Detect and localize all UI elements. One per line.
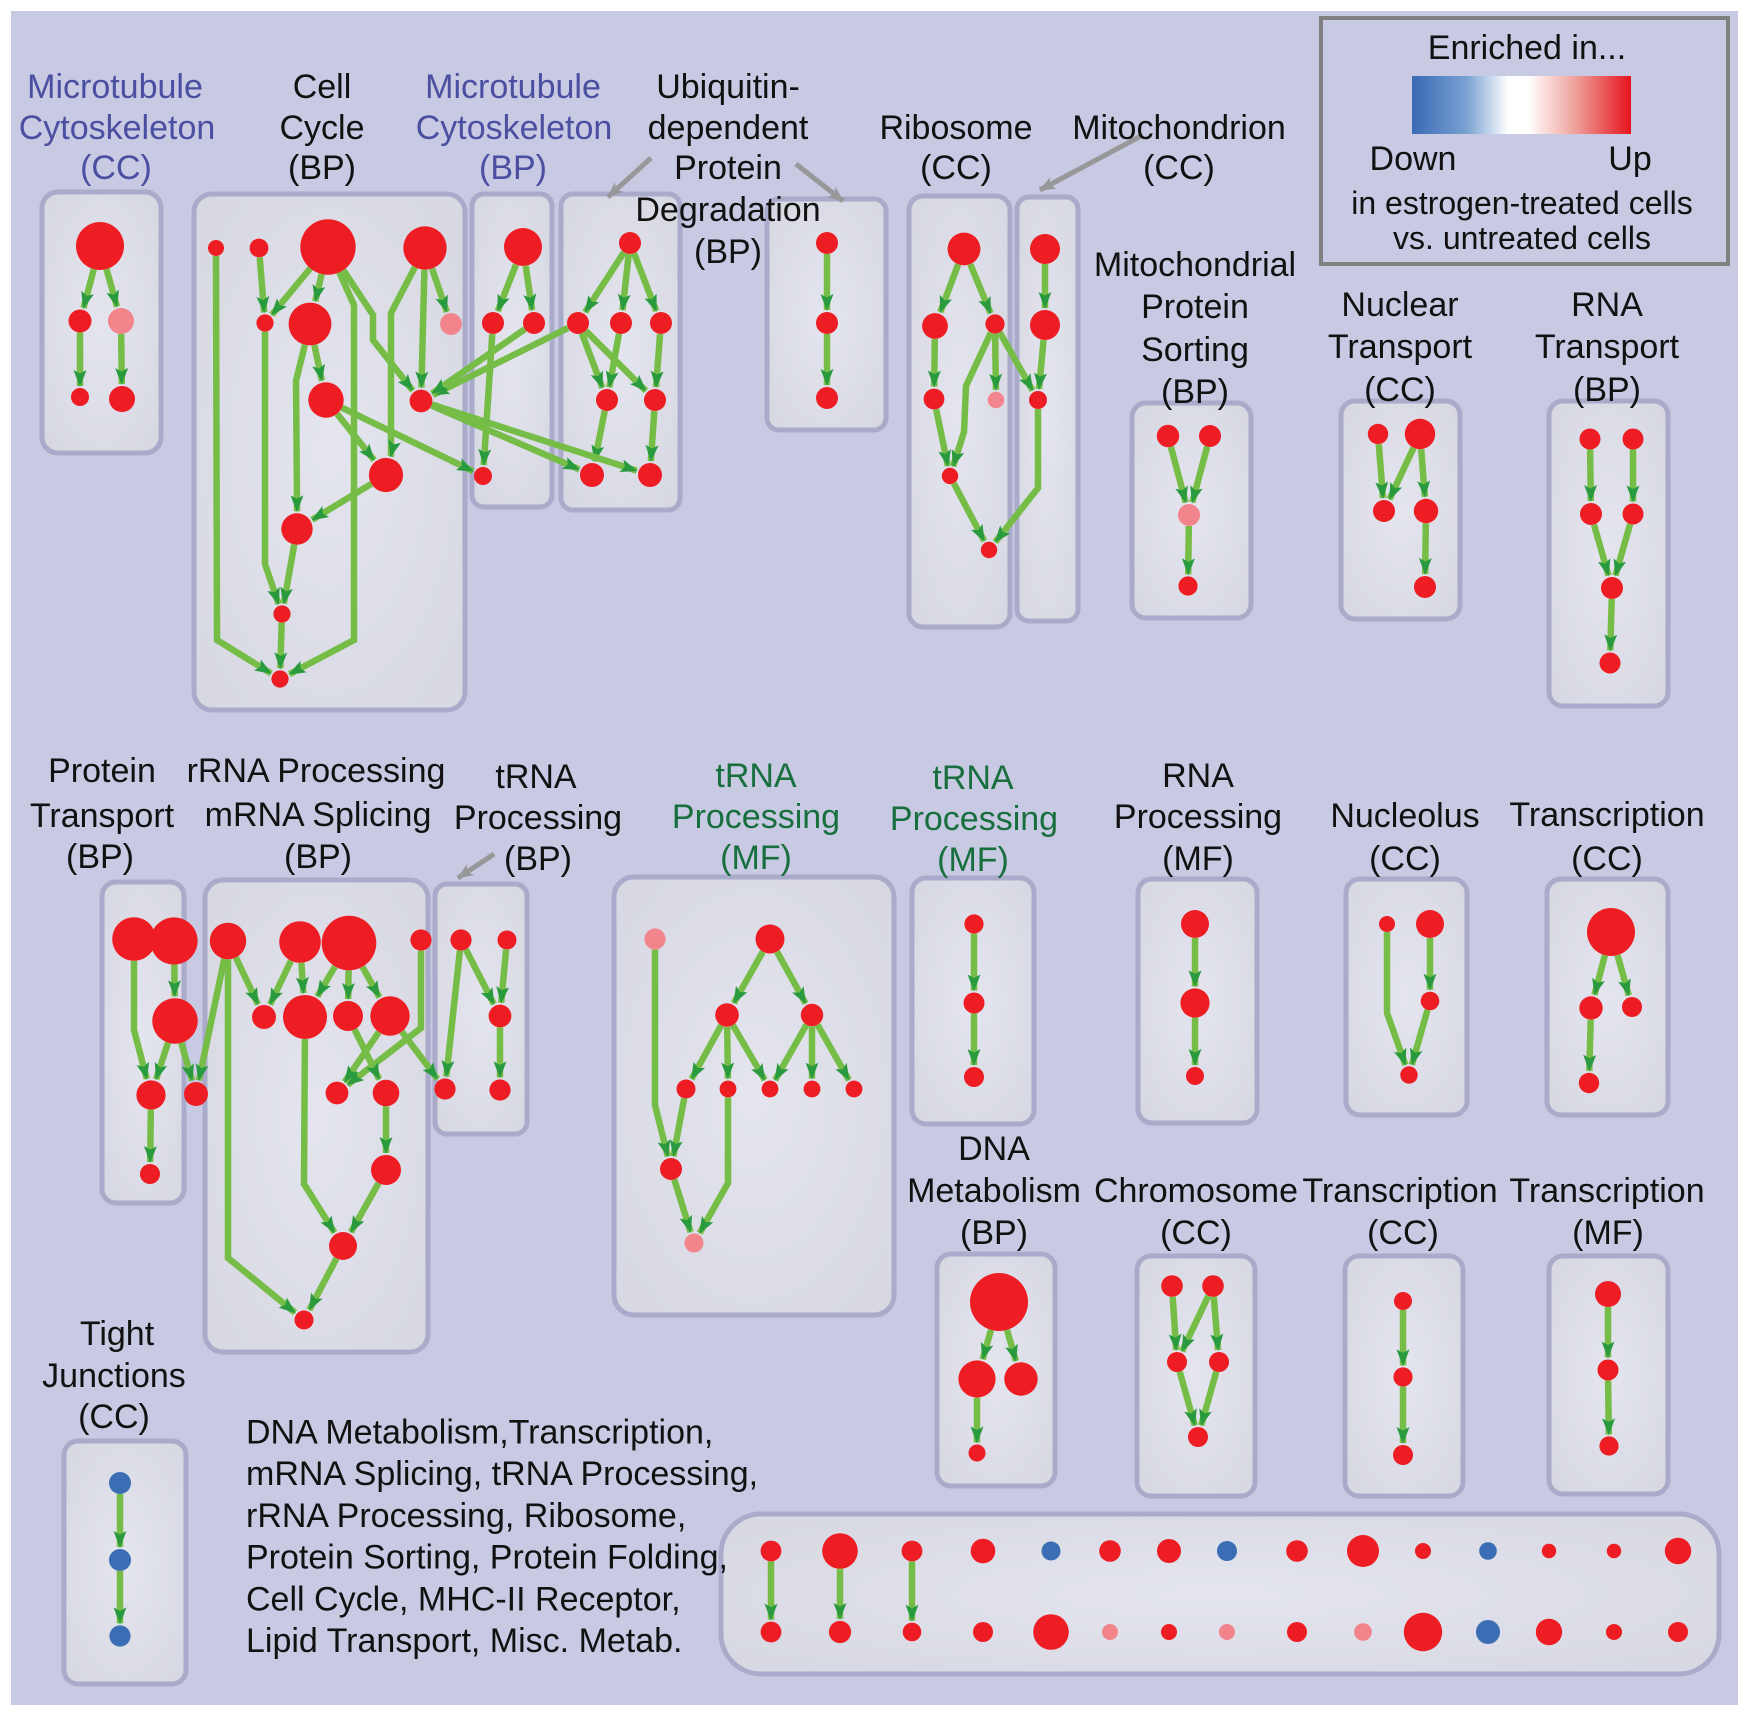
svg-text:Transport: Transport: [1535, 328, 1680, 366]
svg-text:(CC): (CC): [1364, 371, 1436, 409]
svg-text:Nucleolus: Nucleolus: [1330, 797, 1479, 835]
svg-text:Cytoskeleton: Cytoskeleton: [19, 109, 216, 147]
svg-text:(CC): (CC): [920, 149, 992, 187]
svg-text:(BP): (BP): [284, 838, 352, 876]
svg-text:Sorting: Sorting: [1141, 331, 1249, 369]
svg-text:(CC): (CC): [80, 149, 152, 187]
svg-text:Processing: Processing: [1114, 798, 1282, 836]
svg-text:rRNA Processing: rRNA Processing: [187, 752, 446, 790]
svg-text:DNA: DNA: [958, 1130, 1030, 1168]
svg-text:Down: Down: [1370, 140, 1457, 178]
svg-text:(MF): (MF): [937, 841, 1009, 879]
svg-text:(CC): (CC): [1160, 1214, 1232, 1252]
svg-text:vs. untreated cells: vs. untreated cells: [1393, 220, 1651, 256]
svg-text:Chromosome: Chromosome: [1094, 1172, 1298, 1210]
svg-text:Protein: Protein: [674, 149, 782, 187]
svg-text:Cycle: Cycle: [279, 109, 364, 147]
svg-text:Enriched in...: Enriched in...: [1428, 29, 1626, 67]
svg-text:Ribosome: Ribosome: [879, 109, 1032, 147]
svg-text:(CC): (CC): [78, 1398, 150, 1436]
svg-text:mRNA Splicing: mRNA Splicing: [205, 796, 432, 834]
svg-text:Transcription: Transcription: [1302, 1172, 1497, 1210]
svg-text:Transport: Transport: [30, 797, 175, 835]
svg-text:RNA: RNA: [1162, 757, 1234, 795]
svg-text:(MF): (MF): [1162, 840, 1234, 878]
svg-text:Microtubule: Microtubule: [27, 68, 203, 106]
svg-text:Cytoskeleton: Cytoskeleton: [416, 109, 613, 147]
svg-text:Up: Up: [1608, 140, 1651, 178]
svg-text:(BP): (BP): [504, 840, 572, 878]
svg-text:(BP): (BP): [479, 149, 547, 187]
svg-text:Degradation: Degradation: [635, 191, 820, 229]
svg-text:DNA Metabolism,Transcription,: DNA Metabolism,Transcription,: [246, 1414, 713, 1452]
svg-text:Nuclear: Nuclear: [1341, 286, 1458, 324]
svg-text:(BP): (BP): [66, 838, 134, 876]
svg-text:(BP): (BP): [694, 233, 762, 271]
svg-text:(BP): (BP): [1573, 371, 1641, 409]
svg-text:(MF): (MF): [720, 839, 792, 877]
svg-text:(BP): (BP): [288, 149, 356, 187]
svg-text:Junctions: Junctions: [42, 1357, 186, 1395]
svg-text:rRNA Processing, Ribosome,: rRNA Processing, Ribosome,: [246, 1497, 686, 1535]
svg-text:in estrogen-treated cells: in estrogen-treated cells: [1351, 185, 1693, 221]
svg-text:(CC): (CC): [1143, 149, 1215, 187]
svg-text:(BP): (BP): [960, 1214, 1028, 1252]
svg-text:Transport: Transport: [1328, 328, 1473, 366]
svg-text:(BP): (BP): [1161, 373, 1229, 411]
svg-text:Mitochondrion: Mitochondrion: [1072, 109, 1286, 147]
svg-text:Cell Cycle, MHC-II Receptor,: Cell Cycle, MHC-II Receptor,: [246, 1580, 681, 1618]
svg-text:tRNA: tRNA: [715, 757, 797, 795]
svg-text:Processing: Processing: [454, 799, 622, 837]
svg-text:Cell: Cell: [293, 68, 352, 106]
svg-text:Metabolism: Metabolism: [907, 1172, 1081, 1210]
svg-text:tRNA: tRNA: [932, 759, 1014, 797]
svg-text:(CC): (CC): [1367, 1214, 1439, 1252]
svg-text:Processing: Processing: [672, 798, 840, 836]
svg-text:mRNA Splicing, tRNA Processing: mRNA Splicing, tRNA Processing,: [246, 1455, 758, 1493]
svg-text:(CC): (CC): [1571, 840, 1643, 878]
svg-text:Lipid Transport, Misc. Metab.: Lipid Transport, Misc. Metab.: [246, 1622, 683, 1660]
svg-text:Protein Sorting, Protein Foldi: Protein Sorting, Protein Folding,: [246, 1539, 728, 1577]
svg-text:Ubiquitin-: Ubiquitin-: [656, 68, 800, 106]
svg-text:Microtubule: Microtubule: [425, 68, 601, 106]
svg-text:Mitochondrial: Mitochondrial: [1094, 246, 1296, 284]
svg-text:dependent: dependent: [648, 109, 809, 147]
svg-text:Processing: Processing: [890, 800, 1058, 838]
svg-text:Protein: Protein: [1141, 288, 1249, 326]
svg-text:tRNA: tRNA: [495, 758, 577, 796]
svg-text:(CC): (CC): [1369, 840, 1441, 878]
svg-text:(MF): (MF): [1572, 1214, 1644, 1252]
svg-text:Protein: Protein: [48, 752, 156, 790]
svg-text:RNA: RNA: [1571, 286, 1643, 324]
svg-text:Transcription: Transcription: [1509, 1172, 1704, 1210]
svg-text:Tight: Tight: [80, 1315, 155, 1353]
svg-text:Transcription: Transcription: [1509, 796, 1704, 834]
